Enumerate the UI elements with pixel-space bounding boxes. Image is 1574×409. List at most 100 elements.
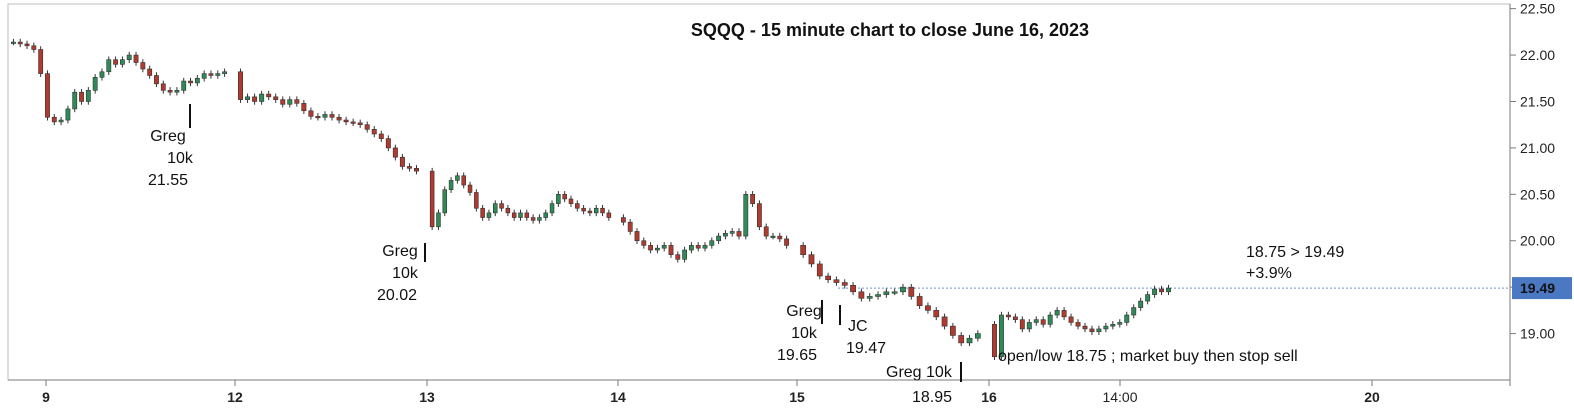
candle-up [998, 314, 1004, 358]
candle-up [1096, 328, 1102, 333]
candle-down [750, 194, 756, 204]
candle-down [160, 83, 166, 91]
annotation-text: Greg [150, 128, 186, 145]
candle-down [941, 316, 948, 327]
candle-down [568, 198, 574, 204]
annotation-text: Greg [382, 243, 418, 260]
candle-up [702, 245, 708, 249]
candle-down [916, 296, 923, 307]
candle-down [950, 325, 956, 336]
y-tick-label: 20.50 [1520, 186, 1555, 202]
candle-down [1068, 316, 1074, 323]
candle-up [593, 207, 599, 214]
candle-down [756, 203, 762, 228]
candle-down [800, 245, 807, 255]
candle-down [364, 124, 370, 130]
candle-down [252, 96, 258, 102]
candle-down [825, 275, 831, 281]
candle-down [413, 168, 419, 172]
candle-down [641, 240, 647, 246]
candle-down [429, 170, 435, 228]
candle-down [511, 212, 517, 218]
candle-up [688, 245, 694, 251]
candle-down [784, 238, 790, 246]
candle-up [259, 93, 265, 102]
candle-up [1110, 323, 1116, 327]
candle-up [1131, 307, 1137, 316]
candle-up [72, 91, 78, 110]
y-tick-label: 21.00 [1520, 140, 1555, 156]
candle-down [695, 245, 701, 249]
candle-down [505, 207, 511, 214]
candle-down [294, 99, 300, 104]
candle-up [174, 90, 180, 93]
candle-up [287, 99, 293, 105]
candles [10, 38, 1171, 361]
candle-up [537, 217, 542, 221]
candle-down [1040, 319, 1046, 325]
candle-down [1019, 319, 1025, 330]
candle-down [992, 323, 997, 358]
candle-up [549, 203, 555, 214]
candle-down [1159, 288, 1165, 293]
candle-down [736, 231, 742, 237]
candle-down [1082, 325, 1088, 330]
annotation-text: 20.02 [377, 287, 417, 304]
candle-down [524, 212, 530, 218]
annotation-text: 21.55 [148, 172, 188, 189]
candle-up [245, 96, 251, 100]
candle-down [45, 73, 50, 118]
candle-down [24, 43, 30, 47]
candle-down [167, 90, 173, 93]
candle-down [238, 71, 244, 100]
candle-down [273, 96, 279, 100]
y-tick-label: 22.50 [1520, 1, 1555, 17]
x-tick-label: 16 [981, 389, 997, 405]
candle-down [329, 114, 335, 118]
candle-down [933, 310, 940, 318]
candle-down [336, 116, 342, 121]
candle-up [875, 294, 881, 297]
current-price-label: 19.49 [1520, 280, 1555, 296]
candle-down [575, 203, 580, 209]
candle-up [1117, 322, 1123, 325]
candle-down [833, 279, 840, 283]
candle-down [343, 119, 349, 123]
candle-up [1124, 314, 1130, 323]
candle-up [194, 77, 200, 84]
candle-down [280, 99, 286, 105]
candle-up [455, 175, 460, 181]
candle-down [808, 254, 815, 265]
candle-up [99, 71, 105, 78]
candle-down [1012, 316, 1018, 320]
annotation-text: 18.95 [912, 389, 952, 406]
candle-down [530, 217, 536, 221]
annotations: SQQQ - 15 minute chart to close June 16,… [148, 20, 1344, 406]
candle-down [627, 221, 633, 232]
candle-down [51, 116, 57, 123]
candle-up [1047, 314, 1053, 325]
annotation-text: 10k [791, 325, 818, 342]
candle-up [1138, 300, 1144, 308]
candle-down [587, 210, 593, 214]
candle-down [675, 254, 681, 260]
candle-down [31, 45, 37, 50]
annotation-text: 10k [392, 265, 419, 282]
candle-down [378, 133, 384, 139]
candle-down [908, 286, 915, 297]
candle-down [850, 285, 856, 293]
y-tick-label: 22.00 [1520, 47, 1555, 63]
candle-down [406, 166, 412, 169]
candle-up [10, 41, 16, 44]
annotation-text: 10k [167, 150, 194, 167]
candle-down [357, 122, 363, 125]
candle-up [722, 233, 728, 237]
candle-up [106, 59, 112, 73]
candle-down [350, 121, 356, 124]
candle-up [900, 286, 906, 293]
candle-up [543, 212, 548, 218]
y-tick-label: 21.50 [1520, 93, 1555, 109]
candle-down [392, 147, 398, 158]
candle-down [1005, 314, 1011, 318]
